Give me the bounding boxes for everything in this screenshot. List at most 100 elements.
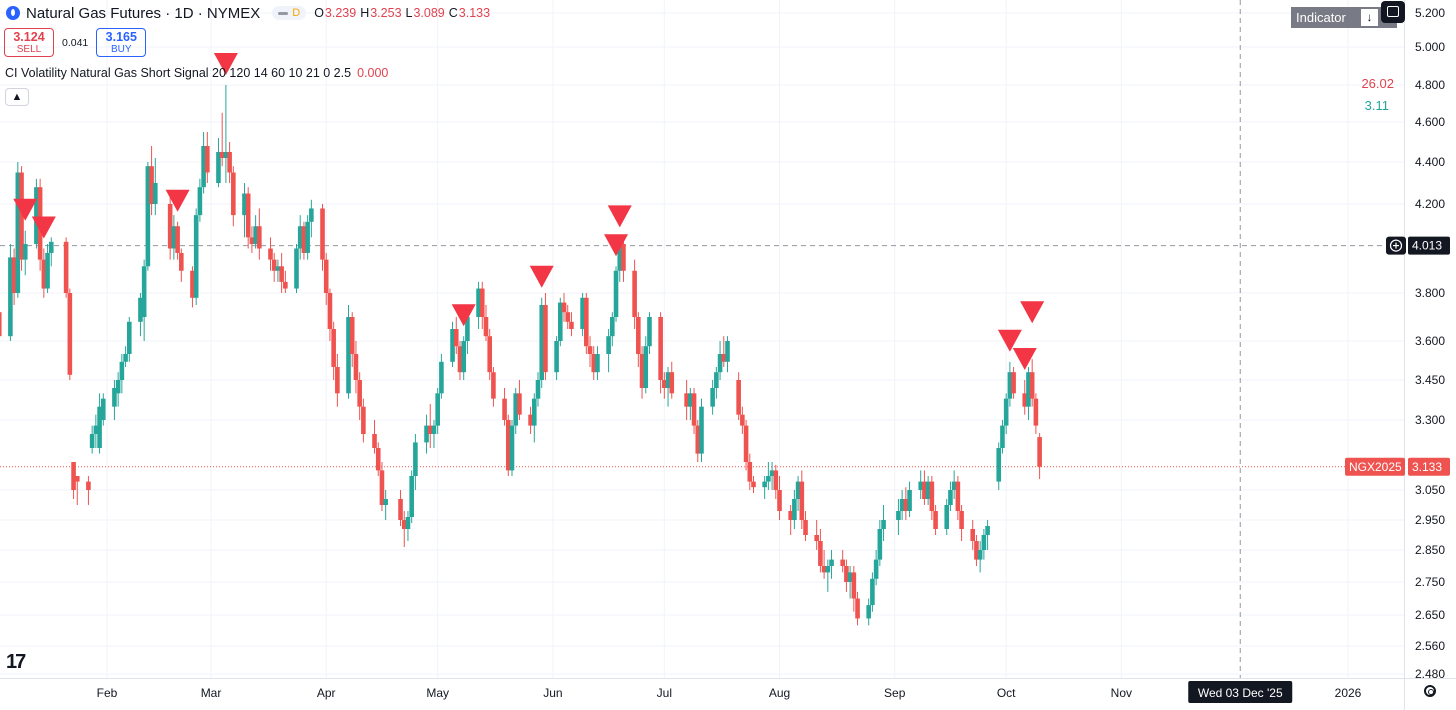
- candle-body: [509, 425, 515, 471]
- candle-body: [427, 425, 433, 434]
- spread-value: 0.041: [62, 36, 89, 49]
- candle-body: [877, 529, 883, 560]
- candle-body: [450, 329, 455, 362]
- candle-body: [1037, 437, 1042, 467]
- tradingview-logo[interactable]: 17: [6, 651, 26, 673]
- ohlc-low: L3.089: [405, 6, 445, 20]
- fullscreen-icon[interactable]: [1381, 1, 1405, 23]
- candle-body: [925, 481, 931, 499]
- candle-body: [231, 172, 236, 216]
- candle-body: [253, 226, 258, 245]
- candle-body: [67, 293, 73, 375]
- candle-body: [361, 406, 366, 434]
- candle-body: [190, 270, 195, 298]
- y-tick-label: 2.560: [1415, 639, 1445, 653]
- candle-body: [632, 270, 637, 317]
- candle-body: [100, 398, 106, 420]
- plus-circle-icon: [1386, 236, 1406, 255]
- candle-body: [48, 241, 54, 253]
- candle-body: [513, 393, 519, 426]
- dash-icon: [278, 11, 289, 15]
- candle-body: [1026, 372, 1031, 407]
- candle-body: [554, 341, 559, 373]
- buy-button[interactable]: 3.165 BUY: [96, 28, 147, 57]
- candle-body: [123, 354, 128, 362]
- candle-body: [197, 187, 203, 216]
- sell-price: 3.124: [13, 30, 45, 44]
- candle-body: [149, 166, 154, 204]
- candle-body: [45, 252, 50, 289]
- candle-body: [401, 520, 407, 529]
- indicator-button[interactable]: Indicator ↓: [1291, 7, 1397, 28]
- candle-body: [1000, 425, 1005, 448]
- candle-body: [8, 257, 13, 337]
- candle-body: [327, 293, 333, 329]
- x-tick-label: Oct: [997, 686, 1016, 700]
- symbol-title[interactable]: Natural Gas Futures · 1D · NYMEX: [26, 4, 261, 22]
- y-tick-label: 2.650: [1415, 608, 1445, 622]
- candle-body: [465, 317, 470, 341]
- candle-body: [587, 346, 593, 354]
- sell-button[interactable]: 3.124 SELL: [4, 28, 54, 57]
- candle-body: [201, 146, 206, 188]
- candle-body: [777, 490, 782, 511]
- y-tick-label: 3.600: [1415, 334, 1445, 348]
- candle-body: [294, 248, 299, 289]
- candle-body: [584, 297, 589, 347]
- x-tick-label: Feb: [97, 686, 118, 700]
- indicator-legend[interactable]: CI Volatility Natural Gas Short Signal 2…: [5, 66, 388, 80]
- candle-body: [505, 420, 511, 471]
- candle-body: [647, 317, 652, 347]
- y-tick-label: 3.050: [1415, 483, 1445, 497]
- candle-body: [531, 398, 537, 426]
- candle-body: [353, 354, 359, 380]
- candle-body: [639, 354, 645, 388]
- candle-body: [929, 481, 935, 511]
- last-price-label-text: 3.133: [1412, 460, 1442, 474]
- chevron-up-icon[interactable]: ▲: [5, 88, 29, 106]
- short-signal-marker: [1012, 348, 1037, 370]
- crosshair-date-text: Wed 03 Dec '25: [1198, 686, 1283, 700]
- y-tick-label: 3.300: [1415, 413, 1445, 427]
- candle-body: [766, 476, 771, 482]
- candle-body: [249, 237, 255, 245]
- y-tick-label: 2.750: [1415, 575, 1445, 589]
- candle-body: [539, 305, 545, 380]
- candle-body: [948, 490, 953, 505]
- sell-label: SELL: [16, 44, 42, 55]
- mode-badge[interactable]: D: [272, 6, 307, 20]
- candle-body: [788, 511, 793, 520]
- candle-body: [795, 481, 801, 499]
- last-price-label: 3.133: [1408, 457, 1450, 476]
- candle-body: [896, 511, 901, 520]
- candle-body: [955, 481, 961, 511]
- candle-body: [11, 257, 17, 293]
- candle-body: [483, 317, 489, 337]
- y-tick-label: 5.200: [1415, 6, 1445, 20]
- candle-body: [717, 354, 723, 373]
- candle-body: [691, 393, 697, 426]
- candle-body: [74, 476, 80, 482]
- short-signal-marker: [165, 189, 190, 212]
- candle-body: [814, 535, 819, 541]
- candle-body: [762, 481, 767, 488]
- download-icon[interactable]: ↓: [1361, 9, 1378, 26]
- y-tick-label: 4.600: [1415, 115, 1445, 129]
- candle-body: [669, 372, 675, 394]
- candle-body: [375, 448, 381, 471]
- gear-icon[interactable]: [1424, 685, 1436, 697]
- candle-body: [543, 305, 548, 373]
- candle-body: [561, 302, 567, 313]
- indicator-name: CI Volatility Natural Gas Short Signal 2…: [5, 66, 352, 80]
- candle-body: [283, 281, 288, 289]
- indicator-button-label: Indicator: [1296, 10, 1346, 25]
- candle-body: [275, 266, 281, 271]
- x-tick-label: Jun: [543, 686, 562, 700]
- candle-body: [424, 425, 429, 443]
- candle-body: [1003, 398, 1009, 426]
- candle-body: [257, 226, 262, 249]
- candle-body: [736, 380, 741, 415]
- candle-body: [279, 266, 284, 282]
- candle-body: [662, 380, 667, 388]
